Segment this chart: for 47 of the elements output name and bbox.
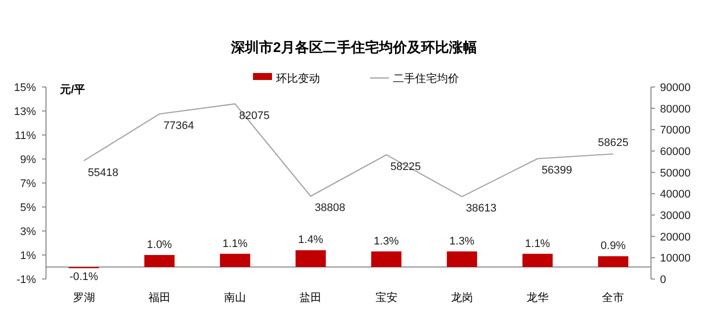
y-tick-label: 3%: [20, 226, 36, 238]
data-label: 1.3%: [449, 235, 475, 248]
y-tick-label: 9%: [20, 154, 36, 166]
data-label: 38808: [314, 202, 346, 214]
data-label: 1.0%: [146, 239, 172, 251]
x-tick-label: 福田: [148, 291, 170, 304]
y2-tick-label: 50000: [660, 167, 691, 180]
y-tick-label: -1%: [16, 274, 36, 286]
data-label: 1.1%: [525, 238, 550, 250]
y2-tick-label: 80000: [660, 103, 691, 116]
y2-tick-label: 40000: [660, 188, 691, 201]
y-tick-label: 1%: [20, 250, 36, 262]
data-label: 1.1%: [222, 238, 248, 250]
y-tick-label: 7%: [20, 178, 36, 190]
legend-label: 环比变动: [276, 72, 320, 85]
y-tick-label: 5%: [20, 202, 36, 214]
x-tick-label: 宝安: [375, 291, 398, 304]
x-tick-label: 龙华: [526, 291, 549, 304]
data-label: 58225: [390, 160, 421, 173]
data-label: 58625: [598, 136, 628, 149]
x-tick-label: 罗湖: [72, 292, 95, 304]
data-label: 77364: [163, 120, 194, 132]
x-tick-label: 全市: [602, 291, 624, 304]
y-tick-label: 13%: [14, 106, 36, 118]
y2-tick-label: 20000: [660, 231, 691, 244]
y2-tick-label: 90000: [660, 82, 691, 94]
data-label: 0.9%: [600, 240, 626, 252]
data-label: -0.1%: [69, 271, 98, 283]
x-tick-label: 盐田: [300, 291, 322, 304]
chart-title: 深圳市2月各区二手住宅均价及环比涨幅: [230, 39, 477, 55]
data-label: 82075: [239, 110, 270, 122]
y2-tick-label: 60000: [660, 146, 691, 158]
y2-tick-label: 30000: [660, 210, 691, 222]
data-label: 1.3%: [374, 235, 400, 248]
data-label: 56399: [542, 164, 572, 177]
data-label: 55418: [88, 166, 118, 179]
legend-label: 二手住宅均价: [393, 72, 459, 85]
y-tick-label: 11%: [14, 130, 36, 142]
y2-tick-label: 70000: [660, 124, 691, 137]
annotation: 元/平: [59, 84, 86, 96]
data-label: 1.4%: [298, 234, 324, 246]
data-label: 38613: [466, 202, 497, 215]
y-tick-label: 15%: [14, 82, 36, 94]
x-tick-label: 龙岗: [450, 291, 473, 304]
y2-tick-label: 10000: [660, 252, 691, 265]
y2-tick-label: 0: [660, 274, 666, 286]
x-tick-label: 南山: [224, 291, 246, 304]
